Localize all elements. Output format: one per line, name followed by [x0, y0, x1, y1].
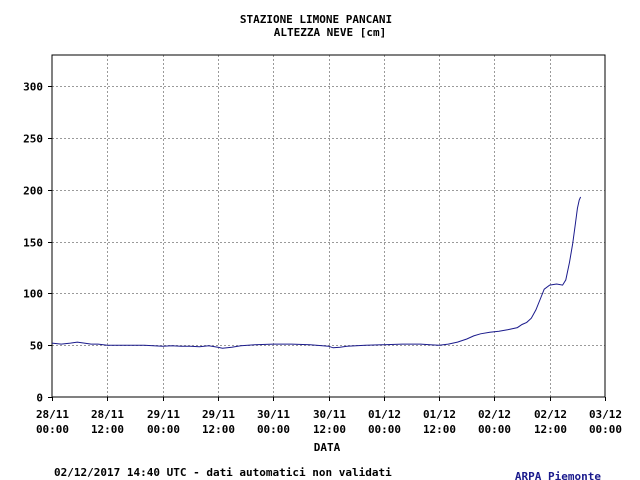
- y-tick-label: 100: [23, 288, 43, 301]
- y-tick-label: 300: [23, 81, 43, 94]
- x-tick-date: 02/12: [478, 408, 511, 421]
- chart-subtitle: ALTEZZA NEVE [cm]: [274, 26, 387, 39]
- brand-logo: ARPA Piemonte: [515, 470, 601, 480]
- x-tick-time: 00:00: [36, 423, 69, 436]
- x-tick-date: 03/12: [589, 408, 622, 421]
- x-tick-date: 01/12: [368, 408, 401, 421]
- x-tick-time: 00:00: [589, 423, 622, 436]
- x-tick-time: 12:00: [91, 423, 124, 436]
- x-tick-date: 02/12: [534, 408, 567, 421]
- x-tick-date: 30/11: [257, 408, 290, 421]
- chart-title: STAZIONE LIMONE PANCANI: [240, 13, 392, 26]
- x-tick-date: 29/11: [202, 408, 235, 421]
- x-axis: 28/11 00:00 28/11 12:00 29/11 00:00 29/11 12:00…: [36, 397, 622, 436]
- snow-depth-line: [51, 196, 582, 349]
- x-tick-time: 12:00: [202, 423, 235, 436]
- x-tick-time: 00:00: [368, 423, 401, 436]
- x-tick-date: 28/11: [36, 408, 69, 421]
- x-tick-date: 30/11: [313, 408, 346, 421]
- footer-note: 02/12/2017 14:40 UTC - dati automatici n…: [54, 466, 392, 479]
- x-tick-time: 12:00: [313, 423, 346, 436]
- y-tick-label: 50: [30, 340, 43, 353]
- y-tick-label: 250: [23, 133, 43, 146]
- y-tick-label: 0: [36, 392, 43, 405]
- x-axis-label: DATA: [314, 441, 341, 454]
- y-tick-label: 200: [23, 185, 43, 198]
- grid: [52, 55, 605, 397]
- x-tick-time: 12:00: [423, 423, 456, 436]
- x-tick-time: 00:00: [147, 423, 180, 436]
- x-tick-date: 29/11: [147, 408, 180, 421]
- x-tick-time: 00:00: [478, 423, 511, 436]
- plot-frame: [51, 54, 606, 398]
- y-axis: 0 50 100 150 200 250 300: [23, 81, 52, 405]
- x-tick-time: 00:00: [257, 423, 290, 436]
- y-tick-label: 150: [23, 237, 43, 250]
- x-tick-time: 12:00: [534, 423, 567, 436]
- x-tick-date: 01/12: [423, 408, 456, 421]
- x-tick-date: 28/11: [91, 408, 124, 421]
